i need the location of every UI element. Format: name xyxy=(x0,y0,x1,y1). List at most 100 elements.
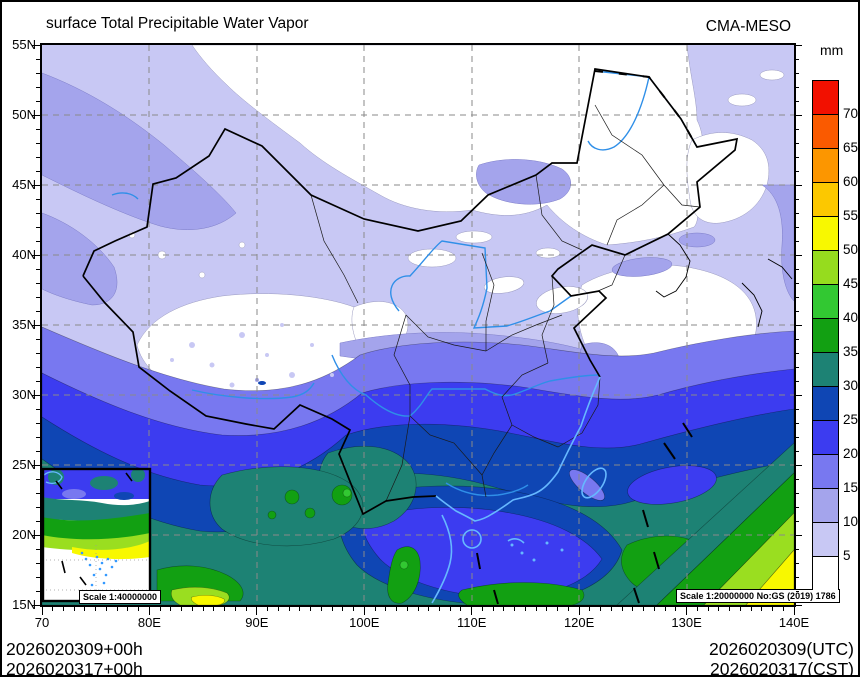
lat-axis-label: 30N xyxy=(12,387,36,402)
ili-river xyxy=(111,192,139,200)
lon-tick xyxy=(578,607,580,615)
lon-tick xyxy=(729,607,731,611)
lat-tick xyxy=(36,548,40,550)
lat-tick-right xyxy=(796,520,799,522)
init-time-cst-label: 2026020317+00h xyxy=(6,659,143,677)
inset-island-dots xyxy=(80,551,118,593)
colorbar-cell xyxy=(813,217,838,251)
lat-tick xyxy=(36,576,40,578)
colorbar-cell xyxy=(813,455,838,489)
colorbar-tick-label: 20 xyxy=(843,446,859,461)
neighbor-coastlines xyxy=(655,233,793,328)
lon-tick xyxy=(277,607,279,611)
lon-tick xyxy=(320,607,322,611)
lon-tick xyxy=(675,607,677,611)
lat-tick-right xyxy=(796,240,799,242)
lon-tick xyxy=(514,607,516,611)
colorbar-tick-label: 40 xyxy=(843,310,859,325)
lat-tick xyxy=(36,492,40,494)
lon-axis-label: 130E xyxy=(671,615,702,630)
lat-tick xyxy=(36,86,40,88)
colorbar-unit-label: mm xyxy=(820,42,844,58)
lon-tick xyxy=(299,607,301,611)
hainan-island xyxy=(462,529,482,549)
lat-tick-right xyxy=(796,422,799,424)
lat-tick xyxy=(36,128,40,130)
lat-tick-right xyxy=(796,296,799,298)
lon-tick xyxy=(653,607,655,611)
lat-tick xyxy=(36,170,40,172)
lat-tick xyxy=(36,72,40,74)
lon-tick xyxy=(159,607,161,611)
lat-tick-right xyxy=(796,324,802,326)
lat-tick-right xyxy=(796,590,799,592)
lat-tick-right xyxy=(796,44,802,46)
lon-tick xyxy=(589,607,591,611)
colorbar-tick-label: 65 xyxy=(843,140,859,155)
lat-tick xyxy=(32,604,40,606)
lon-tick xyxy=(202,607,204,611)
colorbar-cell xyxy=(813,421,838,455)
plateau-speckles xyxy=(170,323,334,388)
lat-tick-right xyxy=(796,492,799,494)
lon-tick xyxy=(52,607,54,611)
lat-tick-right xyxy=(796,506,799,508)
lat-tick xyxy=(32,324,40,326)
colorbar-tick-label: 25 xyxy=(843,412,859,427)
lat-tick-right xyxy=(796,72,799,74)
lat-tick-right xyxy=(796,86,799,88)
lon-tick xyxy=(374,607,376,611)
lat-tick xyxy=(32,534,40,536)
lat-tick xyxy=(36,520,40,522)
lat-tick-right xyxy=(796,464,802,466)
map-plot-area: Scale 1:40000000 Scale 1:20000000 No:GS … xyxy=(40,43,840,607)
valid-time-cst-label: 2026020317(CST) xyxy=(710,659,854,677)
fill-45-50-corner xyxy=(703,512,794,605)
colorbar-tick-label: 45 xyxy=(843,276,859,291)
lon-tick xyxy=(492,607,494,611)
lon-tick xyxy=(557,607,559,611)
colorbar-tick-label: 10 xyxy=(843,514,859,529)
lon-tick xyxy=(116,607,118,611)
lat-tick-right xyxy=(796,436,799,438)
lat-tick xyxy=(36,240,40,242)
lat-tick-right xyxy=(796,170,799,172)
lon-tick xyxy=(438,607,440,611)
lon-tick xyxy=(449,607,451,611)
lat-tick-right xyxy=(796,198,799,200)
lat-tick xyxy=(36,212,40,214)
colorbar-tick-label: 55 xyxy=(843,208,859,223)
lon-tick xyxy=(664,607,666,611)
yarlung-river xyxy=(191,382,315,400)
lat-tick-right xyxy=(796,380,799,382)
lon-tick xyxy=(417,607,419,611)
colorbar-cell xyxy=(813,319,838,353)
lon-axis-label: 140E xyxy=(778,615,810,630)
colorbar-cells xyxy=(813,81,838,591)
lat-tick xyxy=(36,338,40,340)
lat-tick-right xyxy=(796,226,799,228)
lon-tick xyxy=(41,607,43,615)
lat-tick xyxy=(32,394,40,396)
model-name-label: CMA-MESO xyxy=(705,18,791,35)
colorbar-tick-label: 70 xyxy=(843,106,859,121)
pearl-river xyxy=(445,482,529,497)
lon-tick xyxy=(288,607,290,611)
lat-tick-right xyxy=(796,478,799,480)
page-title: surface Total Precipitable Water Vapor xyxy=(46,15,309,32)
lat-tick xyxy=(36,58,40,60)
lon-tick xyxy=(127,607,129,611)
colorbar-cell xyxy=(813,387,838,421)
lat-tick-right xyxy=(796,534,802,536)
lat-tick-right xyxy=(796,394,802,396)
lon-tick xyxy=(718,607,720,611)
lon-tick xyxy=(331,607,333,611)
lon-tick xyxy=(148,607,150,615)
lon-tick xyxy=(181,607,183,611)
lat-axis-label: 40N xyxy=(12,247,36,262)
lon-tick xyxy=(73,607,75,611)
lon-tick xyxy=(342,607,344,611)
colorbar-cell xyxy=(813,285,838,319)
lat-tick-right xyxy=(796,212,799,214)
lon-tick xyxy=(793,607,795,615)
